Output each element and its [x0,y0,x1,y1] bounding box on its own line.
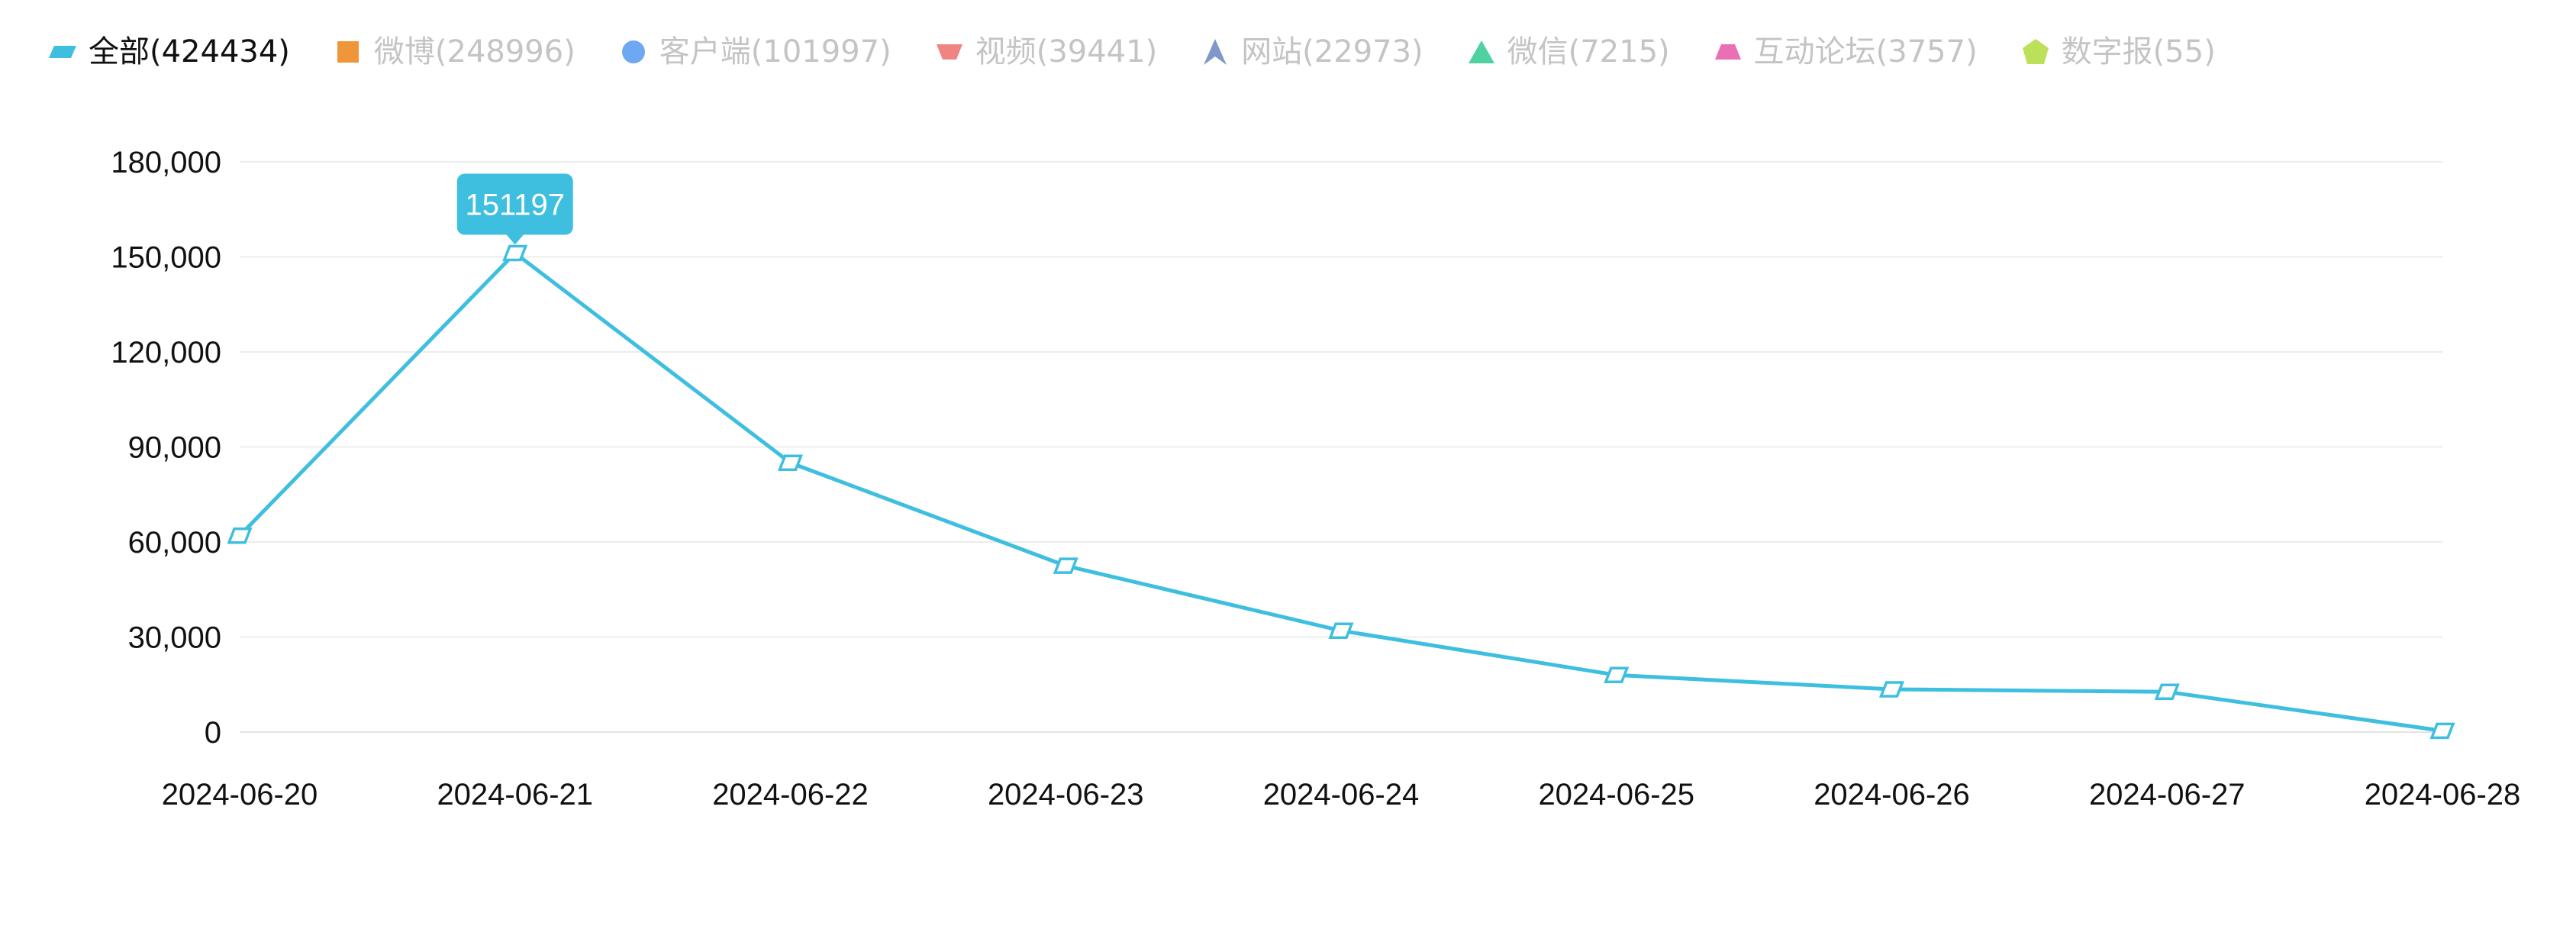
legend-trapezoid-icon [1713,37,1743,67]
legend-triangle-icon [1466,37,1497,67]
series-line [238,251,2443,733]
legend-label: 互动论坛(3757) [1753,34,1978,69]
tooltip-pointer [505,234,524,245]
y-tick-label: 120,000 [111,336,221,369]
data-point-marker[interactable] [777,454,804,471]
data-point-marker[interactable] [502,244,528,262]
legend-pentagon-icon [2020,37,2051,67]
legend-label: 数字报(55) [2061,34,2216,69]
y-tick-label: 150,000 [111,241,221,275]
y-tick-label: 90,000 [128,431,221,465]
chart-legend: 全部(424434) 微博(248996) 客户端(101997) 视频(39441)… [47,29,2258,75]
legend-item-6[interactable]: 互动论坛(3757) [1713,29,1978,75]
data-point-marker[interactable] [1878,681,1905,698]
legend-inverted-trapezoid-icon [934,37,965,67]
x-tick-label: 2024-06-28 [2365,778,2521,811]
data-point-marker[interactable] [227,527,253,544]
y-tick-label: 180,000 [111,146,221,179]
data-point-marker[interactable] [1604,666,1630,684]
tooltip-value: 151197 [465,189,565,222]
x-tick-label: 2024-06-21 [437,778,593,811]
legend-label: 微博(248996) [373,34,575,69]
legend-item-4[interactable]: 网站(22973) [1200,29,1423,75]
data-label-tooltip: 151197 [456,173,573,245]
x-tick-label: 2024-06-27 [2089,778,2246,811]
data-point-marker[interactable] [2154,683,2180,701]
legend-item-1[interactable]: 微博(248996) [333,29,575,75]
y-tick-label: 30,000 [128,621,221,655]
legend-item-3[interactable]: 视频(39441) [934,29,1157,75]
legend-label: 微信(7215) [1507,34,1670,69]
gridlines [240,161,2442,733]
legend-parallelogram-icon [47,37,78,67]
legend-label: 视频(39441) [975,34,1158,69]
legend-item-2[interactable]: 客户端(101997) [618,29,891,75]
data-point-marker[interactable] [1053,557,1078,574]
legend-item-5[interactable]: 微信(7215) [1466,29,1670,75]
x-tick-label: 2024-06-26 [1814,778,1970,811]
y-tick-label: 60,000 [128,526,221,560]
legend-square-icon [333,37,363,67]
legend-circle-icon [618,37,649,67]
legend-arrow-icon [1200,37,1230,67]
legend-item-0[interactable]: 全部(424434) [47,29,290,75]
legend-label: 网站(22973) [1241,34,1423,69]
x-tick-label: 2024-06-22 [712,778,869,811]
tooltip-box [456,173,573,235]
data-point-marker[interactable] [2429,722,2455,740]
x-tick-label: 2024-06-20 [162,778,318,811]
x-tick-label: 2024-06-23 [988,778,1144,811]
x-tick-label: 2024-06-24 [1263,778,1420,811]
data-point-marker[interactable] [1328,622,1354,639]
legend-label: 客户端(101997) [659,34,891,69]
legend-item-7[interactable]: 数字报(55) [2020,29,2216,75]
legend-label: 全部(424434) [89,34,290,69]
y-tick-label: 0 [205,716,221,750]
x-tick-label: 2024-06-25 [1538,778,1694,811]
